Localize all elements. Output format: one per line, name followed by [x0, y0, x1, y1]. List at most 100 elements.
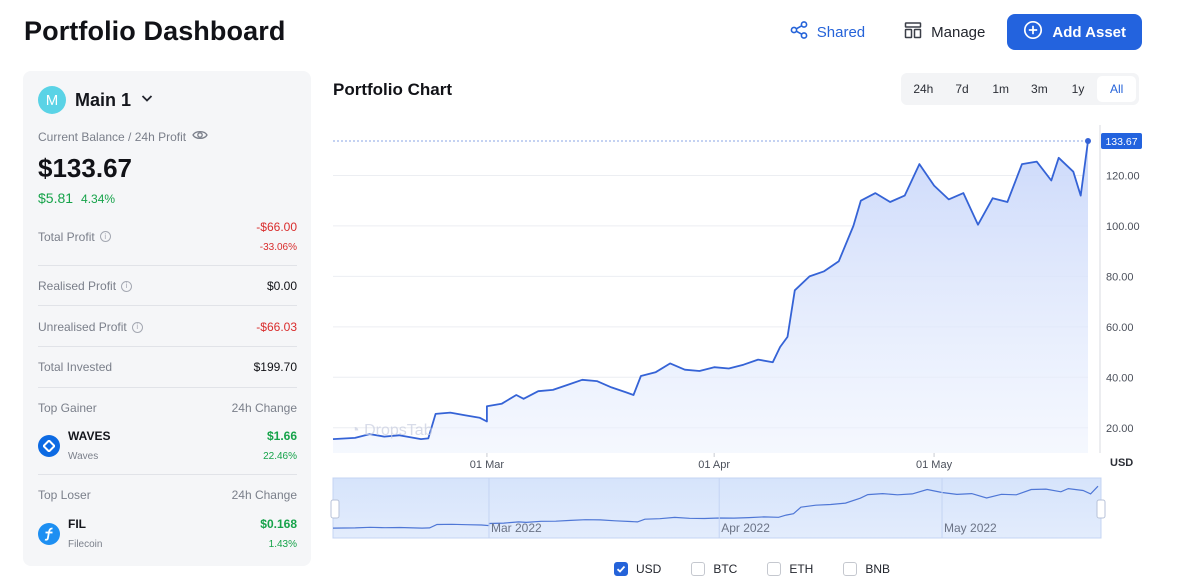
shared-label: Shared	[816, 23, 866, 41]
top-actions: Shared Manage Add Asset	[789, 14, 1142, 50]
total-profit-value: -$66.00	[256, 220, 297, 234]
account-name: Main 1	[75, 89, 132, 110]
range-24h-button[interactable]: 24h	[913, 82, 934, 96]
navigator-handle[interactable]	[1096, 499, 1106, 519]
unrealised-profit-value: -$66.03	[256, 320, 297, 334]
currency-label: ETH	[789, 562, 814, 576]
currency-usd-toggle[interactable]: USD	[614, 562, 661, 576]
info-icon[interactable]: i	[131, 321, 143, 333]
y-tick-label: 120.00	[1106, 170, 1140, 182]
loser-values: $0.168 1.43%	[260, 517, 297, 550]
realised-profit-label: Realised Profit	[38, 279, 117, 293]
add-asset-label: Add Asset	[1052, 23, 1126, 41]
last-value-marker	[1085, 137, 1091, 144]
watermark-logo: ◔ DropsTab	[350, 422, 433, 439]
top-loser-coin[interactable]: FIL Filecoin $0.168 1.43%	[38, 517, 297, 550]
currency-eth-toggle[interactable]: ETH	[767, 562, 813, 576]
total-invested-value: $199.70	[253, 360, 297, 374]
checkbox-icon[interactable]	[767, 562, 782, 576]
info-icon[interactable]: i	[121, 280, 133, 292]
currency-label: BNB	[865, 562, 891, 576]
loser-names: FIL Filecoin	[68, 517, 102, 550]
unrealised-profit-row: Unrealised Profit i -$66.03	[38, 320, 297, 334]
profit-24h-value: $5.81	[38, 190, 74, 206]
loser-change-label: 24h Change	[231, 488, 297, 502]
gainer-coin-info: WAVES Waves	[38, 429, 110, 462]
currency-toggles: USD BTC ETH BNB	[614, 562, 920, 576]
checkbox-icon[interactable]	[691, 562, 706, 576]
unrealised-profit-label: Unrealised Profit	[38, 320, 127, 334]
waves-icon	[38, 434, 60, 457]
total-profit-percent: -33.06%	[259, 242, 297, 253]
total-invested-label: Total Invested	[38, 360, 113, 374]
chart-title: Portfolio Chart	[333, 80, 452, 99]
y-tick-label: 20.00	[1106, 423, 1134, 435]
range-all-button[interactable]: All	[1097, 76, 1137, 102]
checkbox-icon[interactable]	[843, 562, 858, 576]
range-navigator[interactable]: Mar 2022 Apr 2022 May 2022	[330, 477, 1106, 539]
account-selector[interactable]: M Main 1	[38, 86, 154, 114]
manage-button[interactable]: Manage	[903, 20, 985, 44]
y-axis-unit: USD	[1110, 457, 1133, 469]
chevron-down-icon	[140, 91, 154, 110]
range-7d-button[interactable]: 7d	[955, 82, 969, 96]
profit-24h-percent: 4.34%	[81, 192, 116, 206]
top-loser-label: Top Loser	[38, 488, 91, 502]
range-1y-button[interactable]: 1y	[1071, 82, 1085, 96]
y-tick-label: 100.00	[1106, 221, 1140, 233]
total-profit-label: Total Profit	[38, 229, 95, 244]
info-icon[interactable]: i	[99, 231, 111, 242]
realised-label-wrap: Realised Profit i	[38, 279, 133, 293]
top-loser-header: Top Loser 24h Change	[38, 488, 297, 502]
divider	[38, 346, 297, 347]
currency-btc-toggle[interactable]: BTC	[691, 562, 737, 576]
divider	[38, 387, 297, 388]
gainer-symbol: WAVES	[68, 429, 111, 443]
checkbox-checked-icon[interactable]	[614, 562, 628, 576]
x-tick-label: 01 Mar	[470, 459, 505, 471]
range-1m-button[interactable]: 1m	[992, 82, 1010, 96]
x-tick-label: 01 May	[916, 459, 953, 471]
loser-coin-info: FIL Filecoin	[38, 517, 102, 550]
gainer-names: WAVES Waves	[68, 429, 110, 462]
page-title: Portfolio Dashboard	[24, 16, 286, 46]
navigator-selection	[332, 477, 1102, 539]
top-gainer-coin[interactable]: WAVES Waves $1.66 22.46%	[38, 429, 297, 462]
gainer-change-label: 24h Change	[231, 401, 297, 415]
filecoin-icon	[38, 522, 60, 545]
total-profit-values: -$66.00 -33.06%	[256, 220, 297, 253]
gainer-percent: 22.46%	[263, 451, 297, 462]
plus-circle-icon	[1023, 20, 1043, 44]
currency-label: BTC	[713, 562, 738, 576]
navigator-tick-label: May 2022	[944, 521, 997, 535]
loser-percent: 1.43%	[268, 539, 297, 550]
gainer-values: $1.66 22.46%	[263, 429, 297, 462]
navigator-tick-label: Mar 2022	[491, 521, 542, 535]
currency-bnb-toggle[interactable]: BNB	[843, 562, 890, 576]
balance-label-row: Current Balance / 24h Profit	[38, 129, 208, 144]
loser-value: $0.168	[260, 517, 297, 531]
top-gainer-header: Top Gainer 24h Change	[38, 401, 297, 415]
loser-symbol: FIL	[68, 517, 86, 531]
range-3m-button[interactable]: 3m	[1031, 82, 1048, 96]
navigator-handle[interactable]	[330, 499, 340, 519]
total-profit-row: Total Profit i -$66.00 -33.06%	[38, 220, 297, 253]
last-value-badge	[1101, 132, 1142, 149]
gainer-name: Waves	[68, 451, 99, 462]
share-icon	[789, 20, 809, 44]
y-tick-label: 60.00	[1106, 322, 1134, 334]
shared-button[interactable]: Shared	[789, 20, 865, 44]
series-area	[333, 141, 1088, 453]
portfolio-chart[interactable]: 20.00 40.00 60.00 80.00 100.00 120.00 USD 01 Ma…	[330, 120, 1150, 550]
loser-name: Filecoin	[68, 539, 103, 550]
divider	[38, 474, 297, 475]
last-value-label: 133.67	[1105, 136, 1137, 148]
eye-icon[interactable]	[192, 129, 208, 144]
unrealised-label-wrap: Unrealised Profit i	[38, 320, 143, 334]
avatar: M	[38, 86, 66, 114]
total-profit-label-wrap: Total Profit i	[38, 230, 111, 244]
y-tick-label: 80.00	[1106, 271, 1134, 283]
add-asset-button[interactable]: Add Asset	[1007, 14, 1142, 50]
divider	[38, 305, 297, 306]
gainer-value: $1.66	[266, 429, 297, 443]
